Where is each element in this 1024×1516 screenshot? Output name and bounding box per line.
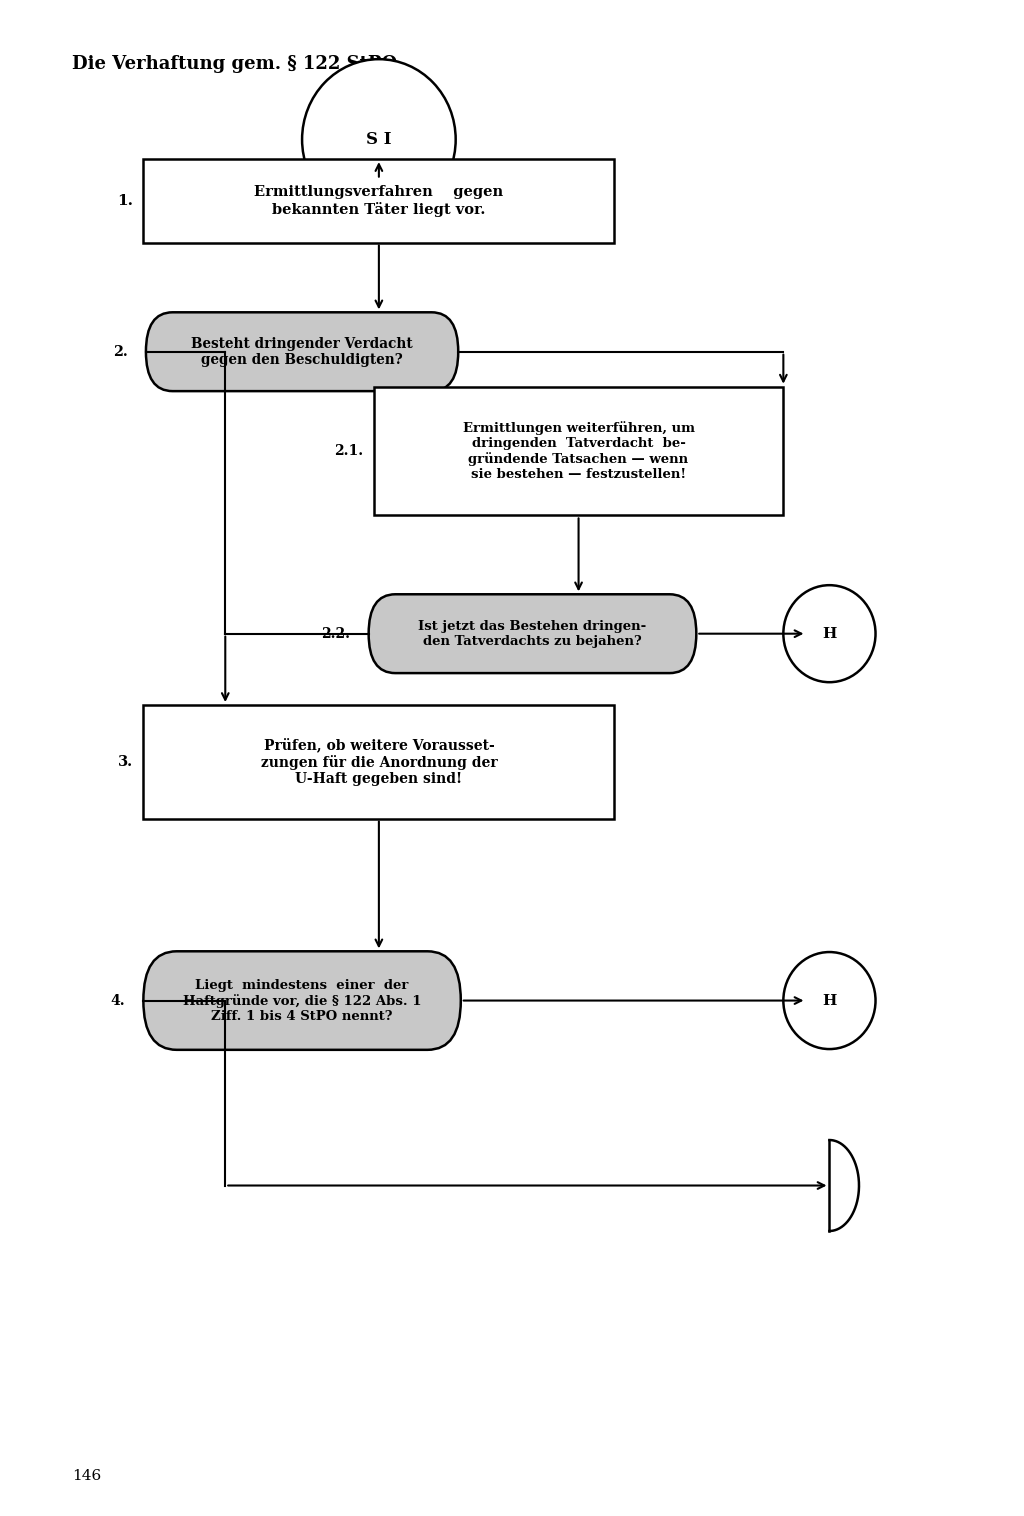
Text: Ist jetzt das Bestehen dringen-
den Tatverdachts zu bejahen?: Ist jetzt das Bestehen dringen- den Tatv… [419, 620, 646, 647]
Ellipse shape [302, 59, 456, 220]
Text: Ermittlungsverfahren    gegen
bekannten Täter liegt vor.: Ermittlungsverfahren gegen bekannten Tät… [254, 185, 504, 217]
Text: 3.: 3. [118, 755, 133, 769]
Text: Liegt  mindestens  einer  der
Haftgründe vor, die § 122 Abs. 1
Ziff. 1 bis 4 StP: Liegt mindestens einer der Haftgründe vo… [183, 978, 421, 1023]
FancyBboxPatch shape [143, 159, 614, 243]
FancyBboxPatch shape [145, 312, 459, 391]
Text: H: H [822, 993, 837, 1008]
Text: H: H [822, 626, 837, 641]
FancyBboxPatch shape [369, 594, 696, 673]
Text: Prüfen, ob weitere Vorausset-
zungen für die Anordnung der
U-Haft gegeben sind!: Prüfen, ob weitere Vorausset- zungen für… [260, 738, 498, 785]
Text: S I: S I [367, 130, 391, 149]
Text: Ermittlungen weiterführen, um
dringenden  Tatverdacht  be-
gründende Tatsachen —: Ermittlungen weiterführen, um dringenden… [463, 421, 694, 481]
Text: Besteht dringender Verdacht
gegen den Beschuldigten?: Besteht dringender Verdacht gegen den Be… [191, 337, 413, 367]
FancyBboxPatch shape [143, 705, 614, 819]
Text: 2.2.: 2.2. [322, 626, 350, 641]
FancyBboxPatch shape [374, 387, 783, 515]
Text: 1.: 1. [117, 194, 133, 208]
Text: 2.1.: 2.1. [335, 444, 364, 458]
Text: 2.: 2. [113, 344, 127, 359]
FancyBboxPatch shape [143, 952, 461, 1049]
Ellipse shape [783, 585, 876, 682]
Ellipse shape [783, 952, 876, 1049]
Text: 146: 146 [72, 1469, 101, 1483]
Text: 4.: 4. [111, 993, 125, 1008]
Text: Die Verhaftung gem. § 122 StPO: Die Verhaftung gem. § 122 StPO [72, 55, 397, 73]
